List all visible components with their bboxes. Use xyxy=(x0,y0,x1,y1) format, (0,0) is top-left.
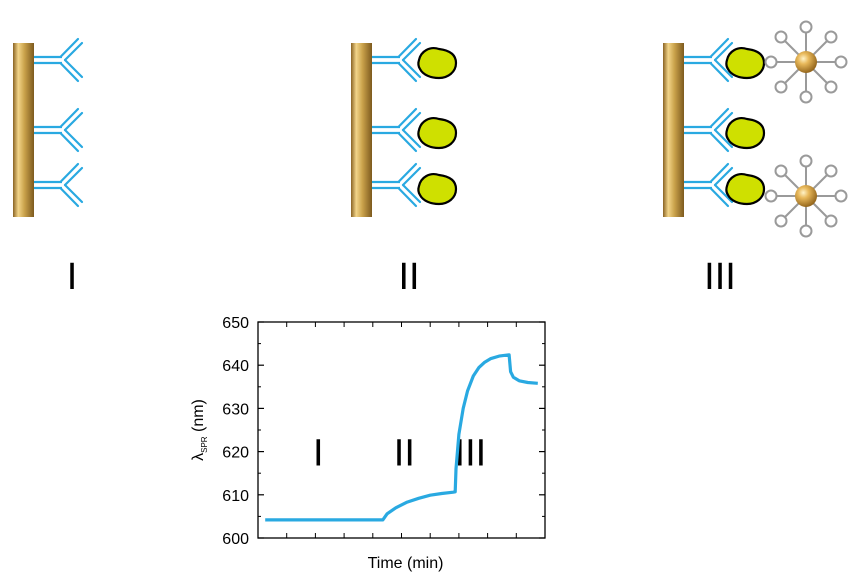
antigen-icon xyxy=(417,173,458,206)
stage-label-1: I xyxy=(66,256,78,298)
gold-substrate-icon xyxy=(663,43,684,217)
x-axis-label: Time (min) xyxy=(368,555,444,572)
antibody-icon xyxy=(370,162,422,208)
antigen-icon xyxy=(417,47,458,80)
y-tick-label: 640 xyxy=(222,358,249,375)
stage-1-diagram xyxy=(13,37,84,217)
y-axis-unit: (nm) xyxy=(190,399,207,436)
antibody-icon xyxy=(370,107,422,153)
gold-substrate-icon xyxy=(351,43,372,217)
gold-substrate-icon xyxy=(13,43,34,217)
antigen-icon xyxy=(725,117,766,150)
spr-curve xyxy=(265,353,538,522)
gold-nanoparticle-icon xyxy=(764,20,848,104)
assay-schematic xyxy=(13,20,848,238)
y-tick-label: 600 xyxy=(222,531,249,548)
antibody-icon xyxy=(682,107,734,153)
antigen-icon xyxy=(725,47,766,80)
y-tick-label: 620 xyxy=(222,445,249,462)
y-tick-label: 650 xyxy=(222,315,249,332)
stage-2-diagram xyxy=(351,37,458,217)
antibody-icon xyxy=(370,37,422,83)
y-tick-label: 630 xyxy=(222,401,249,418)
phase-label-2: II xyxy=(394,433,415,475)
gold-nanoparticle-icon xyxy=(764,154,848,238)
antibody-icon xyxy=(682,37,734,83)
stage-label-2: II xyxy=(398,256,420,298)
antibody-icon xyxy=(682,162,734,208)
antibody-icon xyxy=(32,37,84,83)
antigen-icon xyxy=(417,117,458,150)
antibody-icon xyxy=(32,107,84,153)
y-axis-label: λSPR (nm) xyxy=(190,399,209,461)
y-tick-label: 610 xyxy=(222,488,249,505)
antibody-icon xyxy=(32,162,84,208)
y-axis-symbol: λ xyxy=(190,453,207,461)
stage-label-3: III xyxy=(704,256,736,298)
stage-3-diagram xyxy=(663,20,848,238)
phase-label-1: I xyxy=(313,433,324,475)
y-axis-subscript: SPR xyxy=(200,436,209,453)
antigen-icon xyxy=(725,173,766,206)
